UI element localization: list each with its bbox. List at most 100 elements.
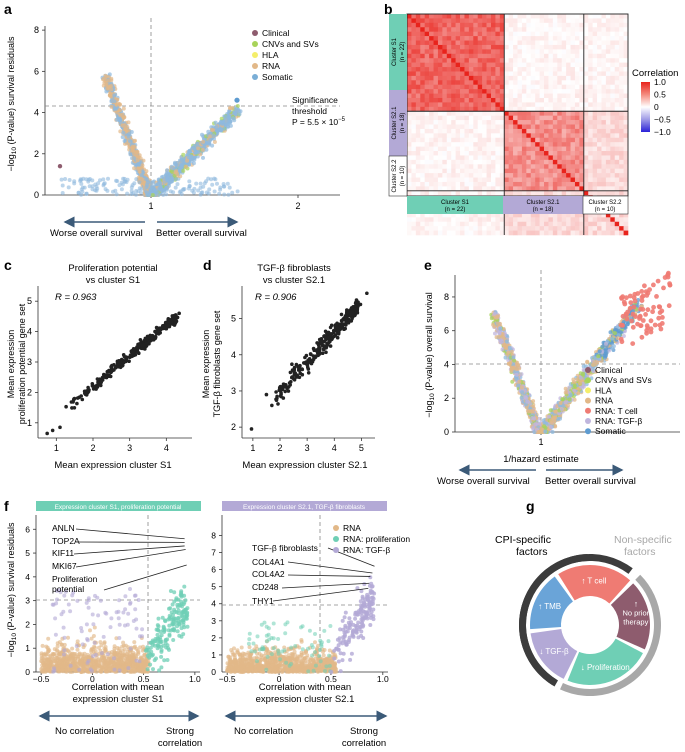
heatmap-cell	[561, 181, 567, 187]
heatmap-cell	[415, 58, 421, 63]
heatmap-cell	[442, 181, 448, 187]
heatmap-cell	[597, 137, 602, 143]
heatmap-cell	[597, 226, 602, 231]
heatmap-cell	[420, 22, 425, 28]
heatmap-cell	[548, 190, 554, 196]
heatmap-cell	[424, 93, 430, 99]
a-point	[95, 186, 100, 191]
heatmap-cell	[477, 18, 483, 24]
heatmap-cell	[455, 44, 461, 50]
d-point	[284, 384, 288, 389]
heatmap-cell	[495, 181, 501, 187]
heatmap-cell	[424, 97, 430, 103]
heatmap-cell	[433, 168, 439, 174]
heatmap-cell	[526, 221, 532, 227]
heatmap-cell	[437, 80, 443, 86]
heatmap-cell	[552, 177, 558, 183]
heatmap-cell	[473, 22, 479, 28]
heatmap-cell	[460, 102, 465, 108]
heatmap-cell	[530, 97, 536, 103]
a-point	[181, 187, 186, 192]
heatmap-cell	[583, 58, 589, 63]
heatmap-cell	[442, 102, 448, 108]
heatmap-cell	[619, 164, 624, 169]
heatmap-cell	[490, 230, 496, 236]
heatmap-cell	[446, 142, 452, 147]
heatmap-cell	[601, 146, 607, 152]
heatmap-cell	[544, 89, 549, 94]
heatmap-cell	[530, 177, 536, 183]
heatmap-cell	[619, 159, 624, 165]
heatmap-cell	[566, 67, 571, 72]
heatmap-cell	[504, 230, 509, 236]
heatmap-cell	[477, 22, 483, 28]
heatmap-cell	[508, 75, 514, 81]
a-point	[195, 142, 200, 147]
heatmap-cell	[583, 80, 589, 86]
heatmap-cell	[574, 181, 580, 187]
heatmap-cell	[548, 89, 554, 94]
heatmap-cell	[561, 31, 567, 37]
colorbar-tick-label: 1.0	[654, 77, 666, 87]
heatmap-cell	[583, 84, 589, 90]
heatmap-cell	[614, 89, 620, 94]
heatmap-cell	[420, 49, 425, 55]
heatmap-cell	[446, 75, 452, 81]
heatmap-cell	[442, 84, 448, 90]
heatmap-cell	[619, 71, 624, 77]
a-point	[184, 164, 188, 169]
heatmap-cell	[495, 22, 501, 28]
heatmap-cell	[411, 49, 417, 55]
heatmap-cell	[530, 142, 536, 147]
heatmap-cell	[451, 164, 456, 169]
heatmap-cell	[574, 164, 580, 169]
heatmap-cell	[473, 137, 479, 143]
heatmap-cell	[420, 97, 425, 103]
heatmap-cell	[442, 155, 448, 161]
heatmap-cell	[597, 177, 602, 183]
a-point	[72, 181, 77, 186]
heatmap-cell	[513, 62, 518, 68]
heatmap-cell	[415, 226, 421, 231]
heatmap-cell	[482, 128, 487, 134]
heatmap-cell	[570, 230, 576, 236]
heatmap-cell	[552, 124, 558, 130]
heatmap-cell	[477, 155, 483, 161]
a-point	[198, 185, 203, 190]
heatmap-cell	[614, 217, 620, 223]
heatmap-cell	[530, 14, 536, 19]
heatmap-cell	[619, 84, 624, 90]
heatmap-cell	[521, 40, 527, 46]
d-point	[322, 347, 326, 352]
heatmap-cell	[486, 190, 492, 196]
heatmap-cell	[446, 111, 452, 116]
heatmap-cell	[415, 173, 421, 178]
heatmap-cell	[437, 89, 443, 94]
heatmap-cell	[530, 115, 536, 121]
heatmap-cell	[517, 62, 523, 68]
c-point	[122, 354, 127, 359]
heatmap-cell	[619, 190, 624, 196]
a-point	[200, 147, 205, 152]
a-point	[120, 182, 125, 187]
heatmap-cell	[583, 159, 589, 165]
heatmap-cell	[526, 226, 532, 231]
heatmap-cell	[415, 67, 421, 72]
heatmap-cell	[504, 67, 509, 72]
heatmap-cell	[490, 115, 496, 121]
heatmap-cell	[544, 164, 549, 169]
heatmap-cell	[539, 71, 545, 77]
heatmap-cell	[588, 230, 593, 236]
heatmap-cell	[437, 137, 443, 143]
heatmap-cell	[513, 40, 518, 46]
heatmap-cell	[544, 155, 549, 161]
heatmap-cell	[557, 230, 562, 236]
d-point	[344, 323, 348, 327]
heatmap-cell	[566, 40, 571, 46]
d-point	[346, 310, 351, 315]
heatmap-cell	[407, 49, 412, 55]
heatmap-cell	[437, 173, 443, 178]
heatmap-cell	[420, 67, 425, 72]
heatmap-cell	[468, 173, 474, 178]
heatmap-cell	[530, 62, 536, 68]
